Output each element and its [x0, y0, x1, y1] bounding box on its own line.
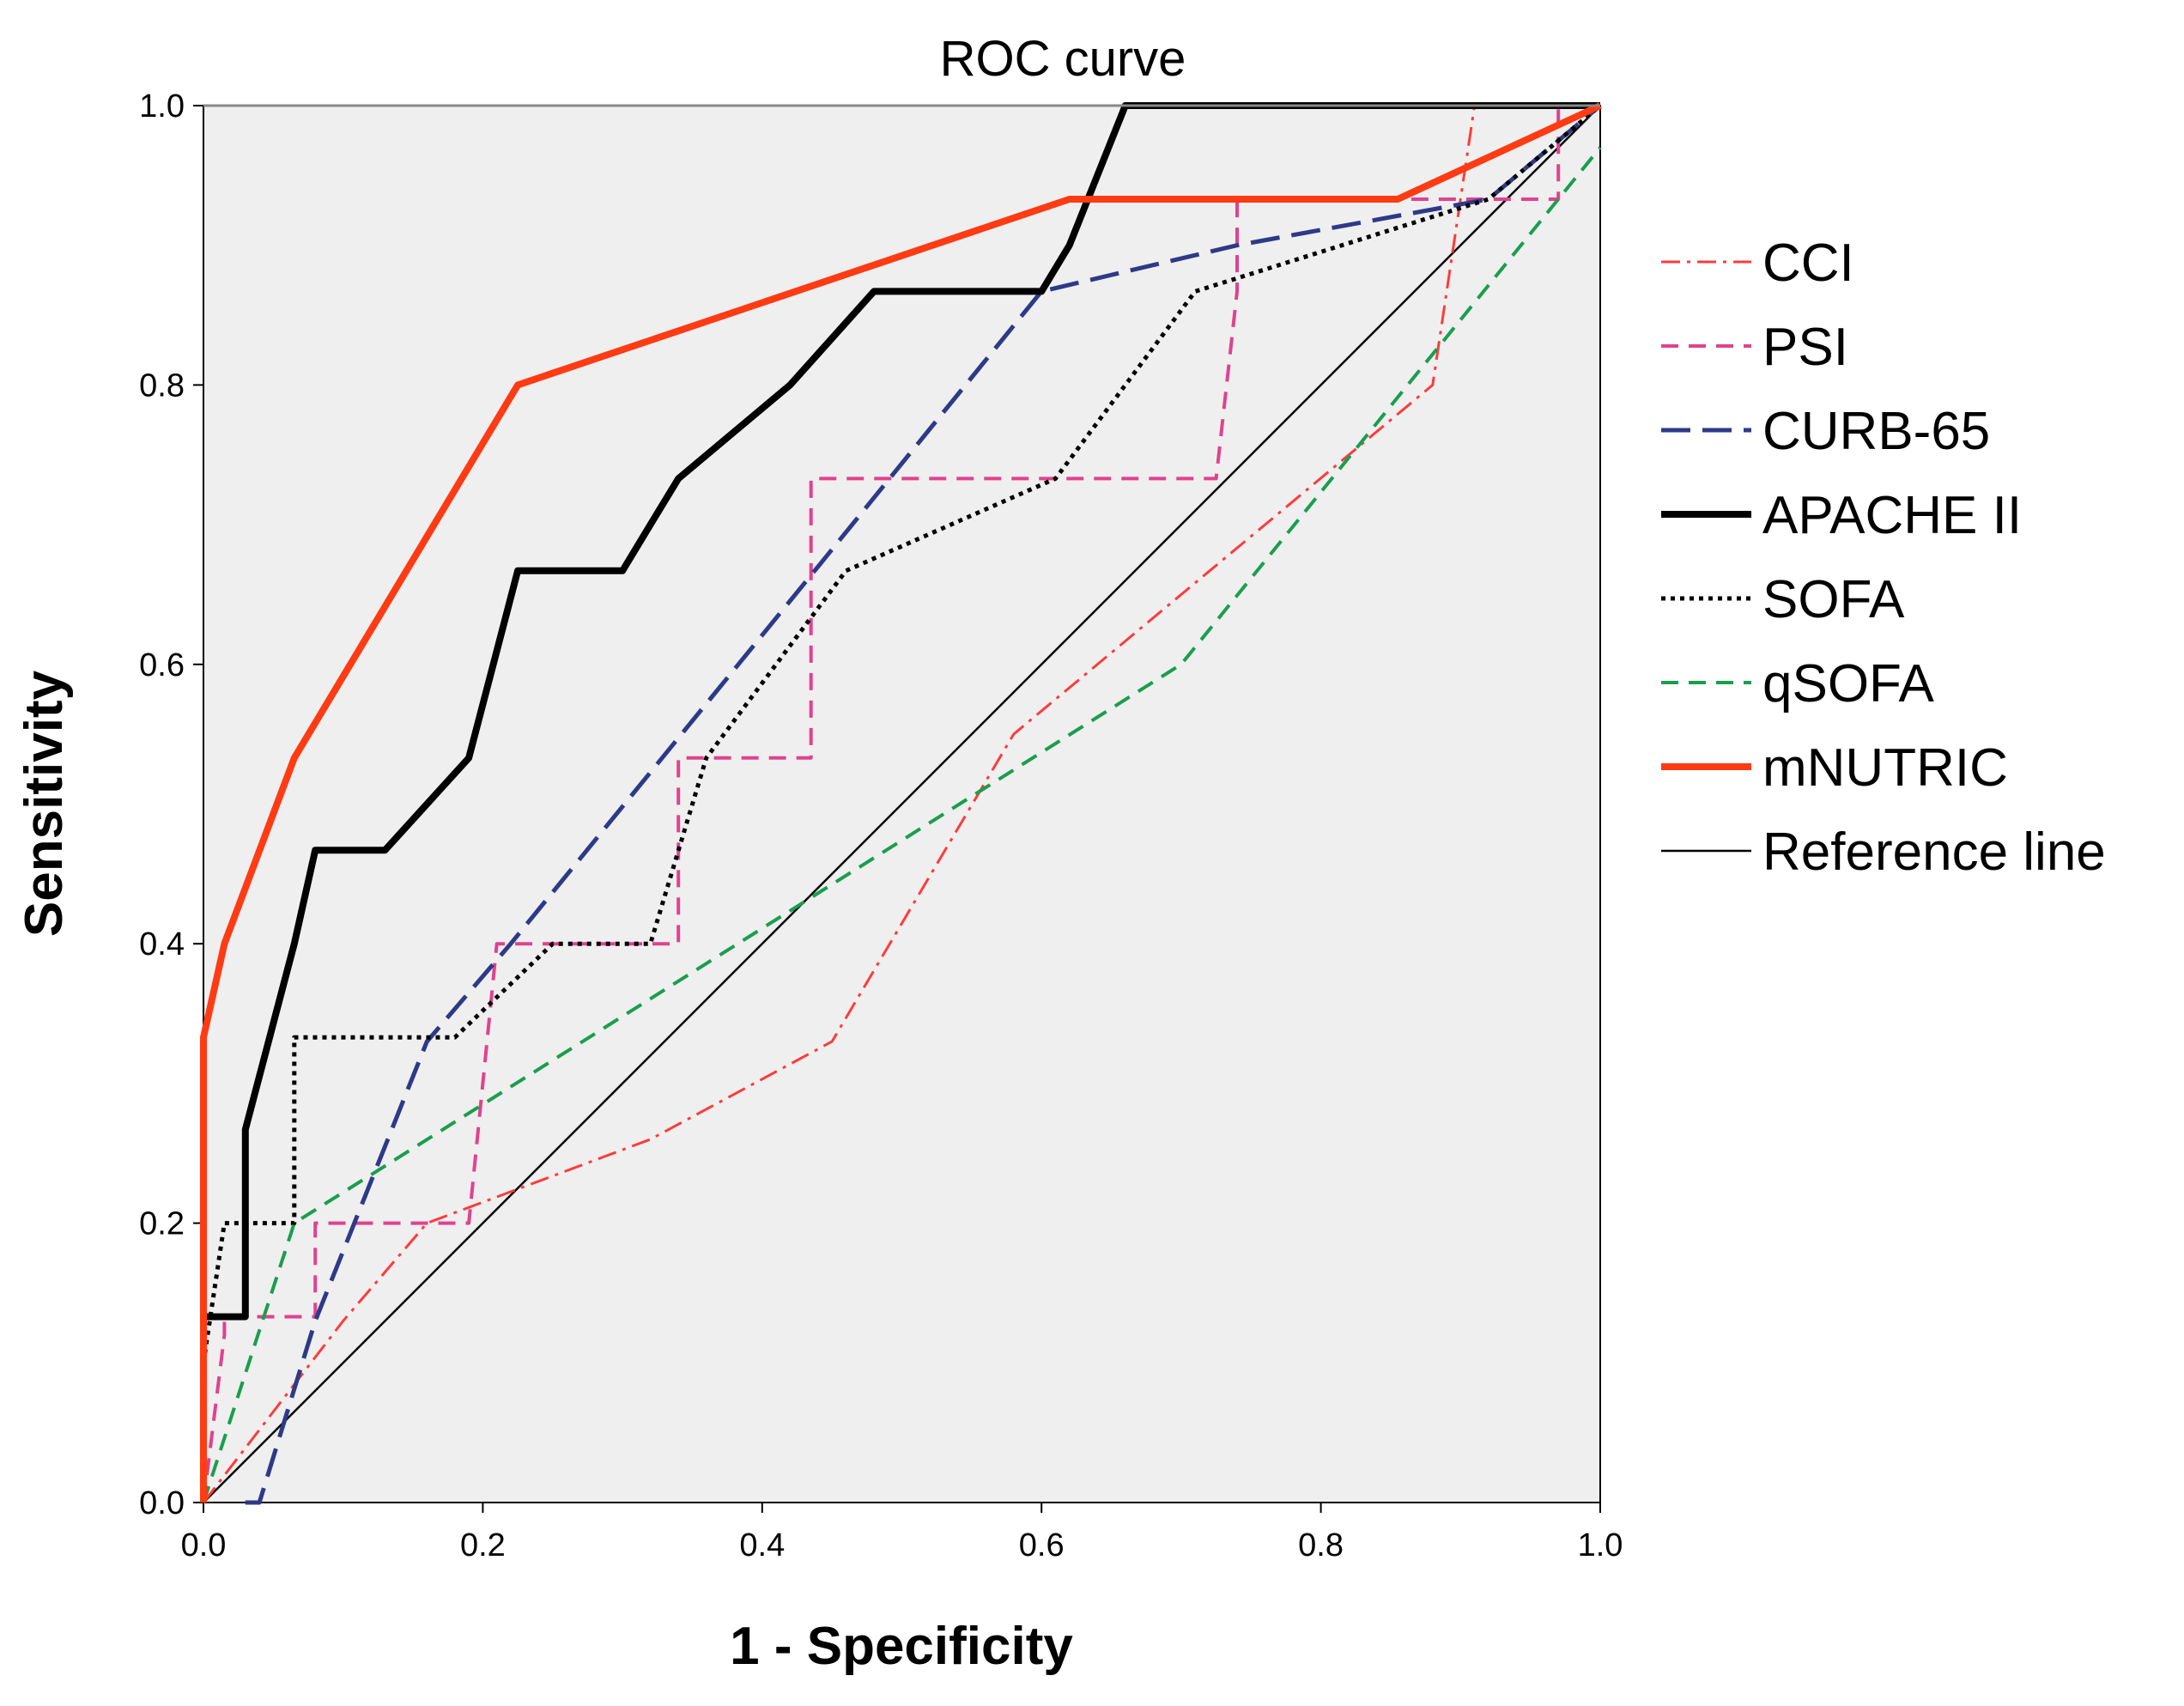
series-reference-line-line [203, 105, 1601, 1503]
chart-title: ROC curve [940, 31, 1186, 87]
y-tick-label: 1.0 [139, 88, 185, 124]
x-tick-label: 1.0 [1578, 1527, 1623, 1563]
x-tick-label: 0.0 [181, 1527, 227, 1563]
series-layer [200, 102, 1602, 1505]
y-tick-label: 0.8 [139, 367, 185, 404]
x-tick-label: 0.6 [1019, 1527, 1065, 1563]
legend-label: APACHE II [1762, 486, 2022, 545]
y-tick-label: 0.2 [139, 1206, 185, 1242]
x-axis-ticks: 0.0 0.2 0.4 0.6 0.8 1.0 [181, 1503, 1623, 1563]
y-tick-label: 0.4 [139, 926, 185, 962]
y-axis-title: Sensitivity [15, 670, 74, 937]
series-cci-line [202, 104, 1600, 1503]
x-axis-title: 1 - Specificity [730, 1617, 1073, 1676]
x-tick-label: 0.4 [739, 1527, 785, 1563]
legend-label: CCI [1762, 234, 1854, 293]
y-tick-label: 0.6 [139, 647, 185, 683]
legend-label: qSOFA [1762, 654, 1935, 713]
series-mnutric-line [200, 102, 1602, 1503]
legend: CCI PSI CURB-65 APACHE II SOFA qSOFA mNUTRIC Re… [1661, 234, 2106, 882]
x-tick-label: 0.8 [1298, 1527, 1344, 1563]
series-curb-65-line [245, 104, 1602, 1505]
series-sofa-line [201, 104, 1602, 1363]
legend-label: mNUTRIC [1762, 738, 2008, 798]
series-qsofa-line [202, 146, 1602, 1503]
series-apache-ii-line [200, 102, 1600, 1503]
legend-label: CURB-65 [1762, 402, 1990, 461]
legend-label: PSI [1762, 318, 1848, 377]
y-axis-ticks: 0.0 0.2 0.4 0.6 0.8 1.0 [139, 88, 203, 1521]
x-tick-label: 0.2 [460, 1527, 506, 1563]
legend-label: SOFA [1762, 570, 1905, 629]
legend-label: Reference line [1762, 823, 2106, 882]
y-tick-label: 0.0 [139, 1485, 185, 1521]
